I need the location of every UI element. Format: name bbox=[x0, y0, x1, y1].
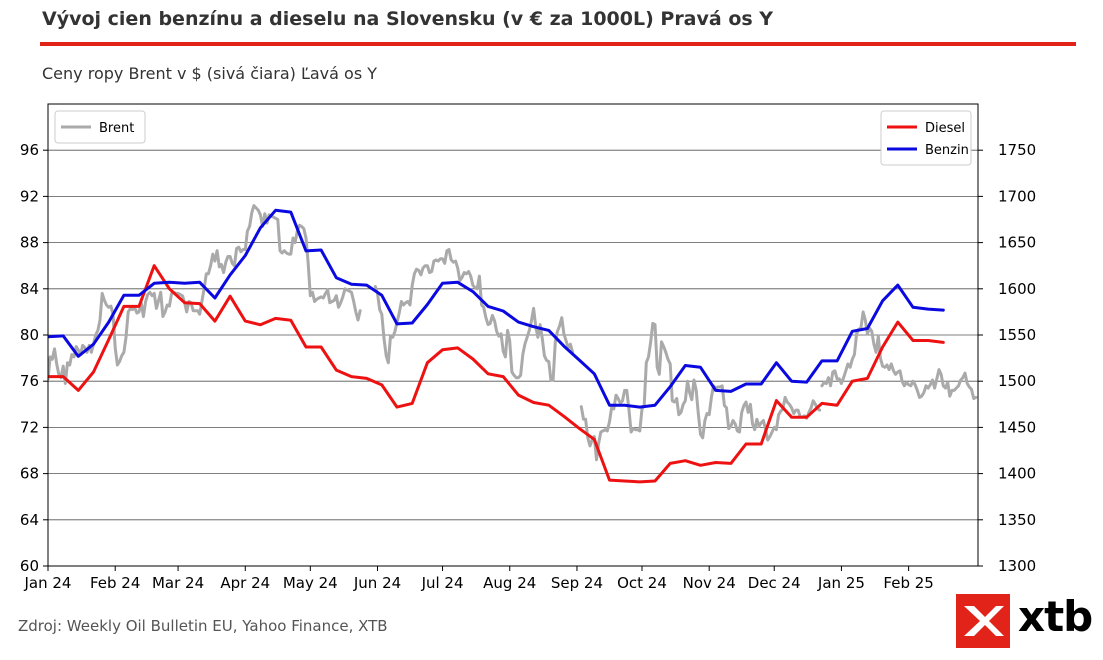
legend-box bbox=[880, 110, 972, 166]
x-axis: Jan 24 Feb 24 Mar 24 Apr 24 May 24 Jun 24 Jul … bbox=[24, 566, 934, 592]
y-right-tick-label: 1500 bbox=[998, 372, 1036, 390]
y-left-tick-label: 64 bbox=[20, 511, 39, 529]
grid-lines bbox=[48, 149, 978, 521]
y-axis-right: 1300 1350 1400 1450 1500 1550 1600 1650 1700 1750 bbox=[978, 141, 1036, 575]
y-right-tick-label: 1350 bbox=[998, 511, 1036, 529]
x-tick-label: Jun 24 bbox=[353, 574, 401, 592]
y-right-tick-label: 1650 bbox=[998, 234, 1036, 252]
series-line-brent bbox=[820, 310, 978, 400]
x-tick-label: Feb 25 bbox=[883, 574, 933, 592]
y-right-tick-label: 1700 bbox=[998, 187, 1036, 205]
x-tick-label: Mar 24 bbox=[152, 574, 204, 592]
x-tick-label: Dec 24 bbox=[748, 574, 801, 592]
chart-title: Vývoj cien benzínu a dieselu na Slovensk… bbox=[42, 8, 774, 30]
series-line-diesel bbox=[48, 264, 945, 484]
logo-mark-icon bbox=[956, 594, 1010, 648]
legend-label: Benzin bbox=[925, 143, 969, 158]
title-divider bbox=[40, 42, 1076, 46]
y-right-tick-label: 1750 bbox=[998, 141, 1036, 159]
y-left-tick-label: 72 bbox=[20, 418, 39, 436]
x-tick-label: Feb 24 bbox=[90, 574, 140, 592]
y-left-tick-label: 96 bbox=[20, 141, 39, 159]
x-tick-label: Oct 24 bbox=[617, 574, 667, 592]
y-left-tick-label: 68 bbox=[20, 465, 39, 483]
y-left-tick-label: 92 bbox=[20, 187, 39, 205]
series-line-brent bbox=[48, 204, 362, 385]
xtb-logo: xtb bbox=[956, 592, 1096, 648]
series-layer bbox=[48, 204, 978, 484]
legend-label: Diesel bbox=[925, 121, 965, 136]
x-tick-label: Aug 24 bbox=[483, 574, 536, 592]
y-axis-left: 60 64 68 72 76 80 84 88 92 96 bbox=[20, 141, 48, 575]
fuel-price-chart: Jan 24 Feb 24 Mar 24 Apr 24 May 24 Jun 24 Jul … bbox=[20, 103, 1036, 592]
y-left-tick-label: 76 bbox=[20, 372, 39, 390]
x-tick-label: Jul 24 bbox=[421, 574, 464, 592]
legend-label: Brent bbox=[99, 121, 134, 136]
x-tick-label: Sep 24 bbox=[551, 574, 603, 592]
x-tick-label: May 24 bbox=[283, 574, 338, 592]
x-tick-label: Jan 25 bbox=[817, 574, 865, 592]
legend-box bbox=[54, 110, 146, 144]
series-line-brent bbox=[579, 321, 822, 462]
x-tick-label: Nov 24 bbox=[683, 574, 736, 592]
y-right-tick-label: 1400 bbox=[998, 465, 1036, 483]
logo-wordmark: xtb bbox=[1018, 592, 1093, 641]
y-left-tick-label: 88 bbox=[20, 234, 39, 252]
y-right-tick-label: 1600 bbox=[998, 280, 1036, 298]
y-right-tick-label: 1550 bbox=[998, 326, 1036, 344]
x-tick-label: Apr 24 bbox=[220, 574, 270, 592]
y-right-tick-label: 1450 bbox=[998, 418, 1036, 436]
y-left-tick-label: 60 bbox=[20, 557, 39, 575]
series-line-benzin bbox=[48, 208, 945, 409]
x-tick-label: Jan 24 bbox=[24, 574, 72, 592]
y-left-tick-label: 80 bbox=[20, 326, 39, 344]
y-right-tick-label: 1300 bbox=[998, 557, 1036, 575]
source-note: Zdroj: Weekly Oil Bulletin EU, Yahoo Fin… bbox=[18, 617, 388, 635]
chart-subtitle: Ceny ropy Brent v $ (sivá čiara) Ľavá os… bbox=[42, 64, 378, 83]
legends: Brent Diesel Benzin bbox=[54, 110, 972, 166]
y-left-tick-label: 84 bbox=[20, 280, 39, 298]
